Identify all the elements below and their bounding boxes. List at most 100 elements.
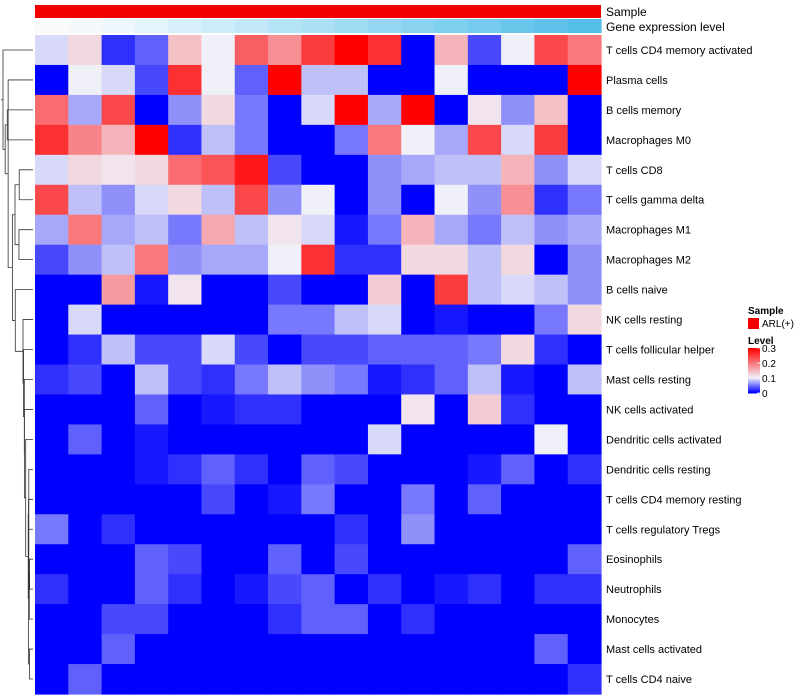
gene-expression-annotation-cell — [334, 19, 369, 33]
row-label: T cells CD4 memory resting — [606, 494, 742, 506]
heatmap-cell — [201, 64, 236, 96]
heatmap-cell — [134, 274, 169, 306]
heatmap-cell — [168, 574, 203, 605]
gene-expression-annotation-cell — [101, 19, 136, 33]
gene-expression-annotation-cell — [234, 19, 269, 33]
legend-color-step — [748, 360, 760, 362]
heatmap-cell — [367, 64, 402, 96]
heatmap-cell — [301, 604, 336, 635]
heatmap-cell — [101, 364, 136, 396]
dendrogram-branch — [6, 109, 33, 141]
dendrogram-branch — [18, 229, 33, 261]
heatmap-cell — [301, 514, 336, 545]
heatmap-cell — [234, 274, 269, 306]
heatmap-cell — [367, 484, 402, 515]
dendrogram-branch — [4, 124, 9, 175]
heatmap-cell — [68, 634, 103, 665]
heatmap-cell — [134, 184, 169, 216]
heatmap-cell — [567, 214, 602, 246]
heatmap-cell — [367, 664, 402, 695]
heatmap-cell — [467, 394, 502, 425]
heatmap-cell — [301, 574, 336, 605]
heatmap-cell — [534, 124, 569, 156]
heatmap-cell — [334, 394, 369, 425]
legend-color-step — [748, 367, 760, 369]
gene-expression-annotation-cell — [567, 19, 602, 33]
heatmap-cell — [234, 124, 269, 156]
legend-color-step — [748, 366, 760, 368]
heatmap-cell — [567, 334, 602, 366]
heatmap-cell — [434, 304, 469, 336]
heatmap-cell — [534, 184, 569, 216]
heatmap-cell — [68, 35, 103, 66]
heatmap-cell — [168, 304, 203, 336]
heatmap-cell — [501, 334, 536, 366]
heatmap-cell — [467, 124, 502, 156]
heatmap-cell — [467, 214, 502, 246]
heatmap-cell — [101, 424, 136, 455]
heatmap-cell — [367, 604, 402, 635]
sample-track-label: Sample — [606, 5, 647, 19]
heatmap-cell — [134, 454, 169, 485]
heatmap-cell — [567, 454, 602, 485]
heatmap-cell — [501, 35, 536, 66]
heatmap-cell — [434, 124, 469, 156]
heatmap-cell — [401, 274, 436, 306]
heatmap-cell — [234, 244, 269, 276]
heatmap-cell — [68, 544, 103, 575]
heatmap-cell — [567, 94, 602, 126]
heatmap-cell — [201, 184, 236, 216]
row-label: Mast cells activated — [606, 644, 702, 656]
legend-color-step — [748, 364, 760, 366]
heatmap-cell — [168, 634, 203, 665]
heatmap-cell — [467, 484, 502, 515]
heatmap-cell — [334, 334, 369, 366]
heatmap-cell — [434, 664, 469, 695]
heatmap-cell — [268, 664, 302, 695]
heatmap-cell — [234, 604, 269, 635]
gene-expression-annotation-cell — [201, 19, 236, 33]
heatmap-cell — [101, 454, 136, 485]
heatmap-cell — [501, 304, 536, 336]
heatmap-cell — [201, 124, 236, 156]
heatmap-cell — [201, 364, 236, 396]
heatmap-cell — [401, 454, 436, 485]
gene-expression-annotation-cell — [268, 19, 302, 33]
heatmap-cell — [268, 544, 302, 575]
heatmap-cell — [301, 214, 336, 246]
heatmap-cell — [234, 454, 269, 485]
legend-color-step — [748, 382, 760, 384]
heatmap-cell — [201, 664, 236, 695]
heatmap-cell — [401, 94, 436, 126]
heatmap-cell — [434, 484, 469, 515]
gene-expression-annotation-bar — [35, 19, 602, 33]
heatmap-cell — [334, 154, 369, 186]
heatmap-cell — [501, 154, 536, 186]
heatmap-cell — [35, 364, 69, 396]
legend-color-step — [748, 371, 760, 373]
heatmap-cell — [234, 574, 269, 605]
heatmap-cell — [501, 454, 536, 485]
legend-sample-entry: ARL(+) — [762, 319, 794, 330]
heatmap-cell — [268, 214, 302, 246]
legend-color-step — [748, 359, 760, 361]
heatmap-cell — [534, 64, 569, 96]
heatmap-cell — [268, 274, 302, 306]
heatmap-cell — [35, 35, 69, 66]
heatmap-cell — [201, 334, 236, 366]
heatmap-cell — [367, 94, 402, 126]
heatmap-cell — [134, 334, 169, 366]
heatmap-cell — [234, 184, 269, 216]
heatmap-cell — [268, 64, 302, 96]
legend-color-step — [748, 374, 760, 376]
heatmap-cell — [334, 274, 369, 306]
heatmap-cell — [101, 35, 136, 66]
heatmap-cell — [301, 304, 336, 336]
heatmap-cell — [467, 664, 502, 695]
heatmap-cell — [367, 394, 402, 425]
heatmap-cell — [467, 64, 502, 96]
heatmap-cell — [134, 604, 169, 635]
heatmap-cell — [68, 394, 103, 425]
heatmap-cell — [367, 304, 402, 336]
heatmap-cell — [234, 214, 269, 246]
